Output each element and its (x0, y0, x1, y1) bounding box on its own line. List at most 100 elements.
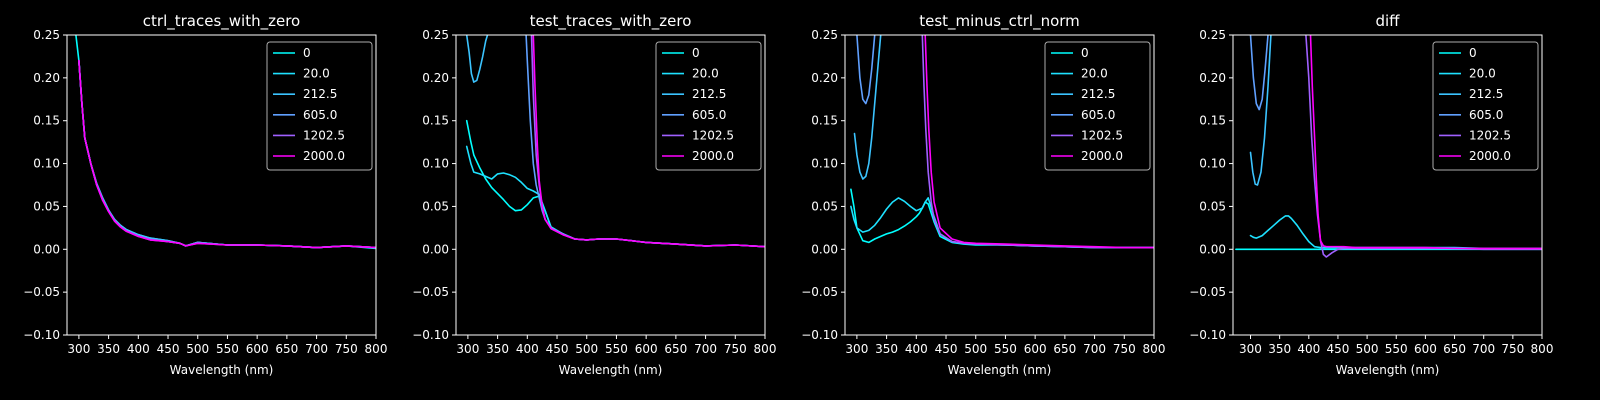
y-tick-label: 0.10 (33, 157, 60, 171)
x-tick-label: 600 (635, 342, 658, 356)
y-tick-label: 0.00 (422, 242, 449, 256)
series-line-2000.0 (532, 35, 765, 248)
legend-label: 212.5 (1469, 87, 1503, 101)
x-tick-label: 400 (905, 342, 928, 356)
y-tick-label: 0.25 (811, 28, 838, 42)
chart-title: diff (1375, 12, 1400, 30)
y-tick-label: 0.15 (422, 114, 449, 128)
series-line-2000.0 (78, 59, 376, 249)
plot-frame (455, 34, 766, 336)
x-tick-label: 550 (605, 342, 628, 356)
legend-label: 20.0 (303, 67, 330, 81)
x-tick-label: 450 (1326, 342, 1349, 356)
series-line-605.0 (1249, 35, 1269, 111)
y-tick-label: 0.20 (33, 71, 60, 85)
y-tick-label: −0.05 (412, 285, 449, 299)
x-tick-label: 750 (724, 342, 747, 356)
series-lines (1235, 35, 1542, 258)
y-tick-label: 0.15 (33, 114, 60, 128)
x-tick-label: 800 (754, 342, 777, 356)
legend: 0 20.0 212.5 605.0 1202.5 2000.0 (655, 41, 762, 171)
y-tick-label: 0.25 (1199, 28, 1226, 42)
legend-label: 20.0 (1469, 67, 1496, 81)
legend-label: 20.0 (692, 67, 719, 81)
x-tick-label: 400 (516, 342, 539, 356)
series-line-1202.5 (921, 35, 1154, 249)
x-tick-label: 800 (365, 342, 388, 356)
legend-label: 605.0 (692, 108, 726, 122)
x-tick-label: 750 (335, 342, 358, 356)
x-tick-label: 600 (246, 342, 269, 356)
series-line-0 (850, 188, 1154, 249)
x-tick-label: 650 (664, 342, 687, 356)
x-tick-label: 500 (186, 342, 209, 356)
y-tick-label: 0.15 (811, 114, 838, 128)
x-tick-label: 700 (1083, 342, 1106, 356)
x-axis-label: Wavelength (nm) (170, 363, 274, 377)
legend-label: 212.5 (303, 87, 337, 101)
x-tick-label: 550 (994, 342, 1017, 356)
x-tick-label: 400 (127, 342, 150, 356)
legend: 0 20.0 212.5 605.0 1202.5 2000.0 (1044, 41, 1151, 171)
x-tick-label: 800 (1531, 342, 1554, 356)
x-tick-label: 300 (456, 342, 479, 356)
legend-label: 2000.0 (1081, 149, 1123, 163)
chart-title: test_traces_with_zero (530, 12, 692, 31)
x-tick-label: 500 (964, 342, 987, 356)
y-tick-label: 0.25 (422, 28, 449, 42)
chart-panel-2: 300 350 400 450 500 550 600 650 700 750 800 −0.10 −0… (412, 12, 776, 377)
legend-label: 2000.0 (692, 149, 734, 163)
chart-panel-3: 300 350 400 450 500 550 600 650 700 750 800 −0.10 −0… (801, 12, 1165, 377)
y-tick-label: −0.10 (1189, 328, 1226, 342)
x-tick-label: 350 (875, 342, 898, 356)
legend-label: 1202.5 (1081, 128, 1123, 142)
x-tick-label: 750 (1113, 342, 1136, 356)
x-tick-label: 700 (305, 342, 328, 356)
y-tick-label: 0.20 (811, 71, 838, 85)
chart-panel-4: 300 350 400 450 500 550 600 650 700 750 800 −0.10 −0… (1189, 12, 1553, 377)
y-tick-label: −0.10 (412, 328, 449, 342)
legend-label: 1202.5 (303, 128, 345, 142)
x-tick-label: 300 (845, 342, 868, 356)
y-tick-label: −0.05 (801, 285, 838, 299)
y-tick-label: −0.05 (23, 285, 60, 299)
legend-label: 605.0 (1081, 108, 1115, 122)
legend-label: 2000.0 (1469, 149, 1511, 163)
x-tick-label: 650 (1053, 342, 1076, 356)
series-line-605.0 (856, 35, 876, 105)
series-line-2000.0 (1309, 35, 1542, 250)
series-line-212.5 (853, 35, 882, 180)
y-tick-label: 0.25 (33, 28, 60, 42)
series-line-212.5 (465, 35, 489, 83)
series-lines (75, 35, 376, 250)
legend-label: 0 (303, 46, 311, 60)
x-tick-label: 800 (1143, 342, 1166, 356)
x-tick-label: 500 (1356, 342, 1379, 356)
y-tick-label: 0.05 (422, 199, 449, 213)
x-axis-label: Wavelength (nm) (948, 363, 1052, 377)
series-line-20.0 (850, 197, 1154, 249)
legend-label: 1202.5 (692, 128, 734, 142)
chart-title: ctrl_traces_with_zero (143, 12, 300, 31)
x-axis-label: Wavelength (nm) (1336, 363, 1440, 377)
legend-label: 212.5 (692, 87, 726, 101)
y-tick-label: −0.10 (23, 328, 60, 342)
plot-frame (844, 34, 1155, 336)
x-tick-label: 400 (1297, 342, 1320, 356)
x-tick-label: 350 (97, 342, 120, 356)
y-tick-label: 0.00 (33, 242, 60, 256)
series-line-20.0 (1249, 215, 1542, 250)
legend-label: 20.0 (1081, 67, 1108, 81)
x-tick-label: 350 (1268, 342, 1291, 356)
y-tick-label: −0.05 (1189, 285, 1226, 299)
x-tick-label: 700 (1472, 342, 1495, 356)
x-tick-label: 600 (1414, 342, 1437, 356)
y-tick-label: 0.20 (422, 71, 449, 85)
y-tick-label: 0.00 (1199, 242, 1226, 256)
chart-panel-1: 300 350 400 450 500 550 600 650 700 750 800 −0.10 −0… (23, 12, 387, 377)
legend-label: 0 (1469, 46, 1477, 60)
legend-label: 0 (1081, 46, 1089, 60)
x-tick-label: 550 (216, 342, 239, 356)
x-tick-label: 550 (1385, 342, 1408, 356)
legend-label: 605.0 (303, 108, 337, 122)
